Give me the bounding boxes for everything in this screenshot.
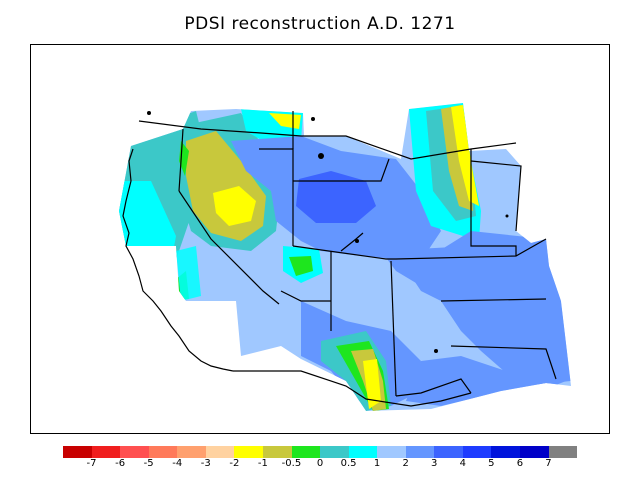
colorbar-tick-label: -4 xyxy=(172,458,183,469)
colorbar-labels: -7 -6 -5 -4 -3 -2 -1 -0.5 0 0.5 1 2 3 4 5 6 7 xyxy=(0,458,640,474)
lakes xyxy=(147,111,509,353)
colorbar xyxy=(63,446,578,458)
colorbar-swatch xyxy=(405,446,435,458)
pdsi-map xyxy=(119,103,571,411)
colorbar-tick-label: -5 xyxy=(143,458,154,469)
colorbar-tick-label: 2 xyxy=(402,458,409,469)
colorbar-swatch xyxy=(377,446,406,458)
colorbar-tick-label: -1 xyxy=(257,458,268,469)
colorbar-tick-label: -0.5 xyxy=(281,458,302,469)
colorbar-swatch xyxy=(320,446,349,458)
colorbar-tick-label: 7 xyxy=(545,458,552,469)
colorbar-swatch xyxy=(262,446,292,458)
colorbar-swatch xyxy=(462,446,492,458)
colorbar-swatch xyxy=(177,446,206,458)
page-title: PDSI reconstruction A.D. 1271 xyxy=(184,14,456,34)
colorbar-swatch xyxy=(205,446,235,458)
map-frame xyxy=(30,44,610,434)
pdsi-field xyxy=(119,103,571,411)
colorbar-tick-label: 1 xyxy=(373,458,381,469)
colorbar-tick-label: 0 xyxy=(316,458,324,469)
colorbar-swatch xyxy=(120,446,149,458)
colorbar-tick-label: 6 xyxy=(516,458,524,469)
colorbar-swatch xyxy=(234,446,263,458)
colorbar-swatch xyxy=(434,446,463,458)
colorbar-tick-label: 0.5 xyxy=(340,458,357,469)
colorbar-swatch xyxy=(348,446,378,458)
colorbar-tick-label: -6 xyxy=(115,458,126,469)
colorbar-tick-label: 3 xyxy=(431,458,438,469)
colorbar-tick-label: -7 xyxy=(86,458,97,469)
colorbar-swatch xyxy=(148,446,178,458)
state-boundaries xyxy=(122,111,557,407)
colorbar-swatch xyxy=(491,446,520,458)
colorbar-swatch xyxy=(548,446,578,458)
colorbar-tick-label: 5 xyxy=(488,458,495,469)
colorbar-tick-label: -3 xyxy=(200,458,211,469)
colorbar-swatch xyxy=(520,446,549,458)
colorbar-tick-label: -2 xyxy=(229,458,240,469)
colorbar-tick-label: 4 xyxy=(459,458,466,469)
colorbar-swatch xyxy=(91,446,121,458)
colorbar-swatch xyxy=(291,446,321,458)
colorbar-swatch xyxy=(63,446,92,458)
